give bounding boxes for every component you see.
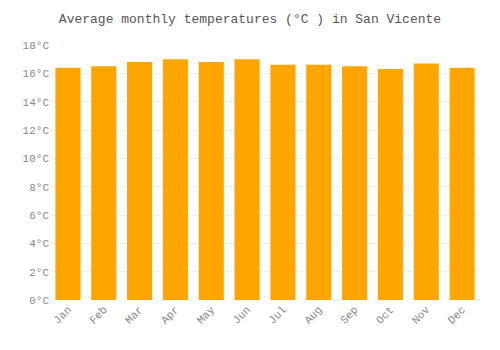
svg-text:Apr: Apr bbox=[159, 304, 181, 326]
svg-text:Jan: Jan bbox=[51, 304, 73, 326]
svg-text:2°C: 2°C bbox=[29, 267, 49, 279]
svg-text:14°C: 14°C bbox=[23, 97, 50, 109]
svg-text:Aug: Aug bbox=[302, 304, 324, 326]
svg-text:18°C: 18°C bbox=[23, 40, 50, 52]
svg-text:Mar: Mar bbox=[123, 304, 145, 326]
svg-text:8°C: 8°C bbox=[29, 182, 49, 194]
svg-text:6°C: 6°C bbox=[29, 210, 49, 222]
svg-text:16°C: 16°C bbox=[23, 68, 50, 80]
svg-text:Dec: Dec bbox=[446, 304, 468, 326]
svg-text:12°C: 12°C bbox=[23, 125, 50, 137]
svg-text:Sep: Sep bbox=[338, 304, 360, 326]
svg-text:Oct: Oct bbox=[374, 304, 396, 326]
svg-text:Feb: Feb bbox=[87, 304, 109, 326]
svg-text:Jun: Jun bbox=[231, 304, 253, 326]
svg-text:Nov: Nov bbox=[410, 304, 433, 327]
svg-text:May: May bbox=[195, 304, 218, 327]
svg-text:Jul: Jul bbox=[266, 304, 288, 326]
svg-text:4°C: 4°C bbox=[29, 238, 49, 250]
svg-text:0°C: 0°C bbox=[29, 295, 49, 307]
svg-text:10°C: 10°C bbox=[23, 153, 50, 165]
svg-text:Average monthly temperatures (: Average monthly temperatures (°C ) in Sa… bbox=[59, 12, 441, 27]
